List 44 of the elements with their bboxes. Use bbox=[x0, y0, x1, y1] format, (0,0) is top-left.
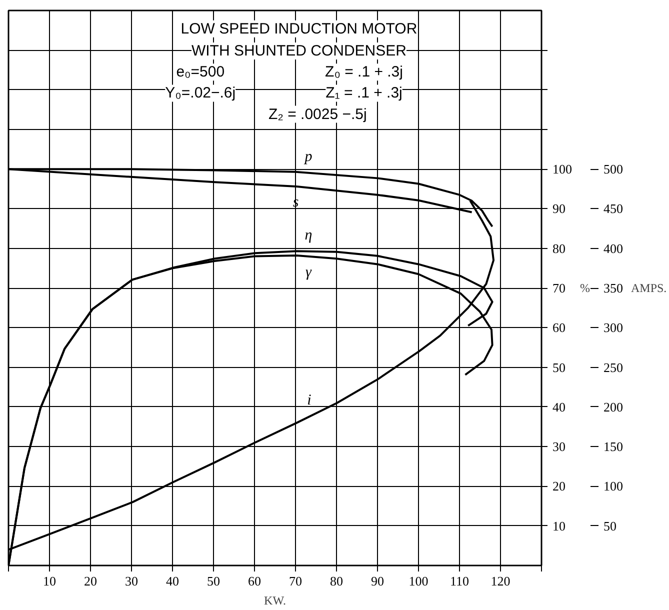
x-axis-title: KW. bbox=[264, 594, 286, 608]
annotation: Y₀=.02−.6j bbox=[165, 84, 236, 102]
x-tick-label: 10 bbox=[43, 574, 56, 588]
series-label: γ bbox=[306, 264, 312, 280]
annotation: Z₀ = .1 + .3j bbox=[325, 64, 403, 81]
y2-tick-label: 400 bbox=[604, 240, 623, 256]
x-tick-label: 90 bbox=[371, 574, 384, 588]
y2-tick-label: 300 bbox=[604, 320, 623, 336]
y-tick-label: 60 bbox=[552, 320, 566, 336]
y-tick-label: 30 bbox=[552, 439, 566, 454]
y2-tick-label: 50 bbox=[604, 518, 616, 534]
y2-tick-label: 250 bbox=[604, 360, 623, 375]
y-tick-label: 40 bbox=[552, 399, 566, 414]
y-tick-label: 100 bbox=[552, 162, 572, 177]
annotation: e₀=500 bbox=[176, 64, 225, 81]
y-tick-label: 70 bbox=[552, 280, 566, 296]
y-axis-title: % bbox=[580, 281, 590, 295]
series-label: i bbox=[307, 392, 312, 409]
x-tick-label: 120 bbox=[490, 574, 510, 588]
x-tick-label: 80 bbox=[330, 574, 343, 588]
x-tick-label: 30 bbox=[125, 574, 138, 588]
y-tick-label: 80 bbox=[552, 240, 566, 256]
y2-tick-label: 350 bbox=[604, 280, 623, 296]
x-tick-label: 40 bbox=[166, 574, 179, 588]
x-tick-label: 70 bbox=[289, 574, 302, 588]
series-label: p bbox=[304, 148, 313, 165]
x-tick-label: 60 bbox=[248, 574, 261, 588]
y-tick-label: 10 bbox=[552, 518, 566, 534]
y-tick-label: 50 bbox=[552, 360, 566, 375]
y-tick-label: 90 bbox=[552, 201, 566, 216]
x-tick-label: 50 bbox=[207, 574, 220, 588]
x-tick-label: 110 bbox=[450, 574, 470, 588]
y2-tick-label: 450 bbox=[604, 201, 623, 216]
annotation: Z₂ = .0025 −.5j bbox=[268, 106, 367, 123]
y2-axis-title: AMPS. bbox=[631, 281, 667, 295]
y2-tick-label: 150 bbox=[604, 439, 623, 454]
y2-tick-label: 500 bbox=[604, 162, 623, 177]
y2-tick-label: 200 bbox=[604, 399, 623, 414]
series-label: η bbox=[304, 227, 312, 244]
x-tick-label: 20 bbox=[84, 574, 97, 588]
annotation: Z₁ = .1 + .3j bbox=[326, 84, 402, 102]
x-tick-label: 100 bbox=[408, 574, 428, 588]
y-tick-label: 20 bbox=[552, 478, 566, 494]
y2-tick-label: 100 bbox=[604, 478, 623, 494]
